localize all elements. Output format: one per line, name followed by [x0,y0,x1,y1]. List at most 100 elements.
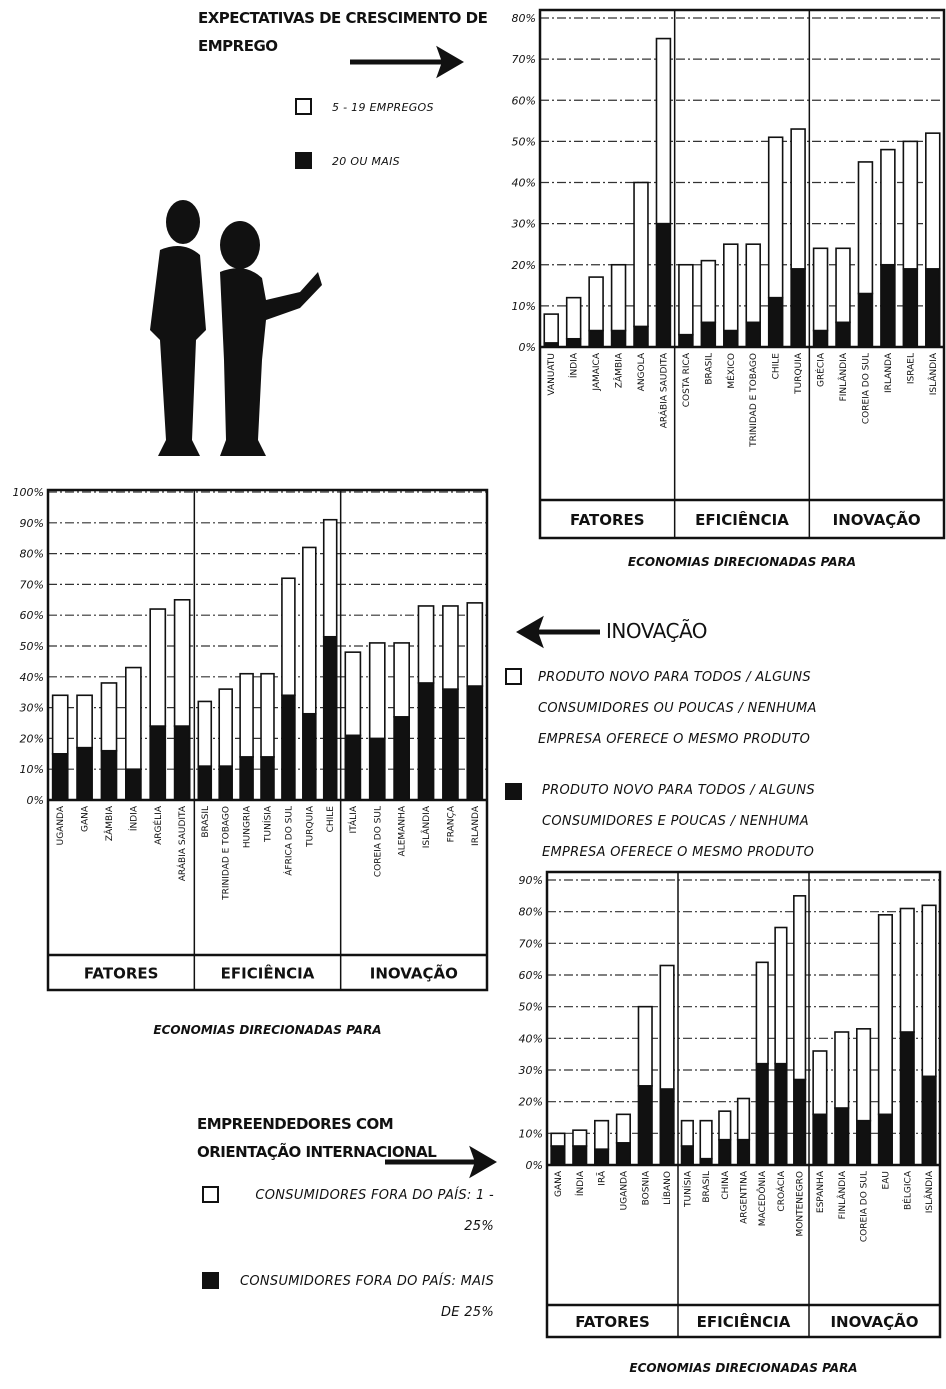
x-tick-label: BÉLGICA [901,1170,913,1210]
x-tick-label: ARÁBIA SAUDITA [657,352,669,428]
group-label: FATORES [570,511,645,529]
legend-label: 20 OU MAIS [332,155,400,168]
bar-segment [659,1088,675,1166]
bar-segment [745,321,761,348]
y-tick-label: 80% [512,12,536,25]
bar-segment [812,247,829,332]
bar-segment [655,222,672,348]
x-tick-label: ÁFRICA DO SUL [282,806,294,876]
bar-segment [678,333,694,348]
y-tick-label: 100% [13,486,44,499]
bar-segment [610,263,627,332]
x-tick-label: ARÁBIA SAUDITA [176,805,188,881]
bar-segment [857,292,874,348]
bar-segment [902,140,919,270]
chart-title: INOVAÇÃO [606,619,708,643]
bar-segment [218,688,233,767]
bar-segment [610,329,627,348]
legend-swatch [202,1186,219,1203]
bar-segment [835,247,851,324]
y-tick-label: 0% [519,341,536,354]
x-tick-label: ITÁLIA [347,805,359,833]
x-tick-label: ALEMANHA [398,805,408,856]
y-tick-label: 30% [512,218,536,231]
bar-segment [565,296,582,340]
chart: 0% 10% 20% 30% 40% 50% 60% 70% 80% 90% 100% FATORES… [13,486,489,1037]
bar-segment [835,321,851,348]
y-tick-label: 90% [519,874,543,887]
x-tick-label: ISLÂNDIA [923,1170,935,1213]
bar-segment [637,1005,653,1087]
bar-segment [736,1097,751,1141]
bar-segment [767,296,784,348]
bar-segment [774,926,788,1065]
x-tick-label: ÍNDIA [568,352,580,378]
bar-segment [921,904,937,1078]
bar-segment [125,768,142,801]
group-label: EFICIÊNCIA [695,510,789,529]
x-tick-label: FINLÂNDIA [837,352,849,401]
bar-segment [812,1050,828,1116]
x-tick-label: CHILE [326,806,336,833]
x-tick-label: IRLANDA [471,805,481,846]
legend-swatch [295,152,312,169]
group-label: EFICIÊNCIA [697,1312,791,1331]
bar-segment [834,1107,850,1166]
y-tick-label: 60% [519,969,543,982]
legend-swatch [505,783,522,800]
legend-label: 5 - 19 EMPREGOS [332,101,434,114]
bar-segment [812,1113,828,1166]
bar-segment [718,1110,732,1141]
x-tick-label: BRASIL [702,1171,712,1203]
x-tick-label: BRASIL [201,806,211,838]
bar-segment [680,1119,694,1147]
bar-segment [755,961,769,1065]
legend-label: PRODUTO NOVO PARA TODOS / ALGUNS CONSUMI… [542,783,815,860]
y-tick-label: 60% [20,609,44,622]
bar-segment [812,329,829,348]
bar-segment [550,1132,566,1147]
bar-segment [925,268,941,348]
y-tick-label: 60% [512,94,536,107]
legend-label: PRODUTO NOVO PARA TODOS / ALGUNS CONSUMI… [538,670,817,747]
bar-segment [322,635,338,801]
x-tick-label: ÍNDIA [127,805,139,831]
legend-swatch [202,1272,219,1289]
bar-segment [466,685,484,801]
y-tick-label: 50% [519,1001,543,1014]
y-tick-label: 0% [526,1159,543,1172]
y-tick-label: 20% [519,1096,543,1109]
bar-segment [239,672,254,758]
bar-segment [302,546,317,715]
bar-segment [615,1142,631,1166]
arrows [350,45,600,1179]
bar-segment [856,1119,872,1166]
x-tick-label: VANUATU [547,353,557,396]
x-axis-title: ECONOMIAS DIRECIONADAS PARA [628,555,856,569]
x-tick-label: BOSNIA [641,1170,651,1205]
x-tick-label: TRINIDAD E TOBAGO [222,806,232,901]
bar-segment [902,268,919,348]
bar-segment [149,608,167,727]
y-tick-label: 70% [20,578,44,591]
x-tick-label: ISRAEL [906,353,916,384]
y-tick-label: 80% [20,548,44,561]
silhouettes [150,200,322,456]
bar-segment [615,1113,631,1144]
group-label: EFICIÊNCIA [221,964,315,983]
bar-segment [790,268,806,348]
bar-segment [572,1145,588,1166]
x-tick-label: ZÂMBIA [103,805,115,841]
bar-segment [699,1157,713,1166]
bar-segment [393,716,410,801]
x-tick-label: ISLÂNDIA [420,805,432,848]
bar-segment [344,734,362,801]
bar-segment [322,518,338,638]
group-label: FATORES [84,965,159,983]
group-label: INOVAÇÃO [833,510,921,529]
bar-segment [699,1119,713,1160]
bar-segment [260,756,275,801]
x-tick-label: CHILE [772,353,782,380]
bar-segment [260,672,275,758]
